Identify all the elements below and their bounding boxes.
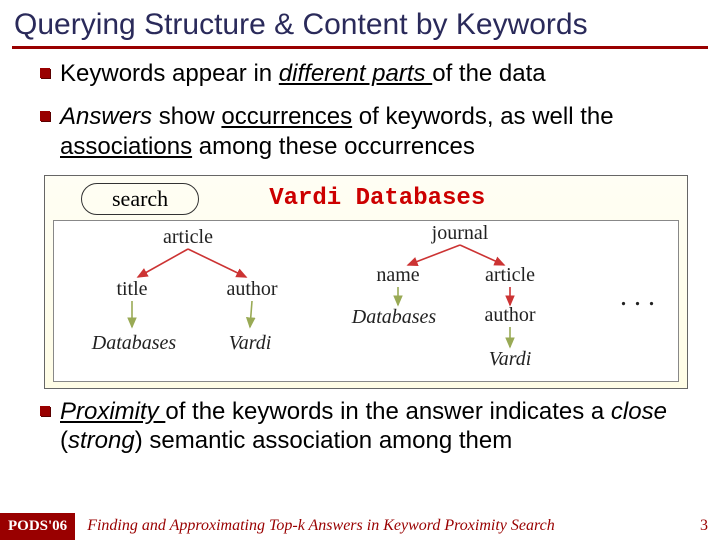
bullet-2: Answers show occurrences of keywords, as… xyxy=(40,102,692,161)
node-name: name xyxy=(376,264,419,286)
t: ) xyxy=(135,427,150,454)
node-article: article xyxy=(163,226,213,248)
t: different parts xyxy=(279,60,432,87)
leaf-databases: Databases xyxy=(91,332,177,354)
footer: PODS'06 Finding and Approximating Top-k … xyxy=(0,512,720,540)
leaf-arrow xyxy=(250,301,252,327)
t: occurrences xyxy=(221,103,352,130)
t: strong xyxy=(68,427,135,454)
node-title: title xyxy=(116,278,147,300)
talk-title: Finding and Approximating Top-k Answers … xyxy=(87,517,555,535)
t: Proximity xyxy=(60,398,165,425)
edge xyxy=(460,245,504,265)
bullet-icon xyxy=(40,68,50,78)
t: of keywords, as well the xyxy=(352,103,613,130)
slide-title: Querying Structure & Content by Keywords xyxy=(0,0,720,44)
t: show xyxy=(159,103,222,130)
t: Keywords appear in xyxy=(60,60,279,87)
page-number: 3 xyxy=(700,517,708,535)
t: of the keywords in the answer indicates … xyxy=(165,398,611,425)
t: Answers xyxy=(60,103,159,130)
search-query: Vardi Databases xyxy=(269,185,485,212)
edge xyxy=(408,245,460,265)
trees-panel: article title author Databases Vardi jou… xyxy=(53,220,679,382)
t: semantic association among them xyxy=(149,427,512,454)
example-header: search Vardi Databases xyxy=(53,182,679,216)
example-panel: search Vardi Databases article xyxy=(44,175,688,389)
t: among these occurrences xyxy=(192,133,475,160)
leaf-databases2: Databases xyxy=(351,306,437,328)
node-journal: journal xyxy=(431,222,489,244)
bullet-1: Keywords appear in different parts of th… xyxy=(40,59,692,88)
t: of the data xyxy=(432,60,545,87)
slide-body: Keywords appear in different parts of th… xyxy=(0,49,720,455)
bullet-icon xyxy=(40,111,50,121)
leaf-vardi: Vardi xyxy=(229,332,272,354)
t: associations xyxy=(60,133,192,160)
edge xyxy=(138,249,188,277)
bullet-2-text: Answers show occurrences of keywords, as… xyxy=(60,102,692,161)
bullet-3-text: Proximity of the keywords in the answer … xyxy=(60,397,692,456)
node-author: author xyxy=(226,278,277,300)
t: close xyxy=(611,398,667,425)
venue-badge: PODS'06 xyxy=(0,513,75,540)
leaf-vardi2: Vardi xyxy=(489,348,532,370)
bullet-3: Proximity of the keywords in the answer … xyxy=(40,397,692,456)
trees-diagram: article title author Databases Vardi jou… xyxy=(54,221,678,381)
bullet-icon xyxy=(40,406,50,416)
bullet-1-text: Keywords appear in different parts of th… xyxy=(60,59,546,88)
search-button[interactable]: search xyxy=(81,183,199,215)
node-article2: article xyxy=(485,264,535,286)
edge xyxy=(188,249,246,277)
t: ( xyxy=(60,427,68,454)
ellipsis: . . . xyxy=(620,281,655,312)
node-author2: author xyxy=(484,304,535,326)
